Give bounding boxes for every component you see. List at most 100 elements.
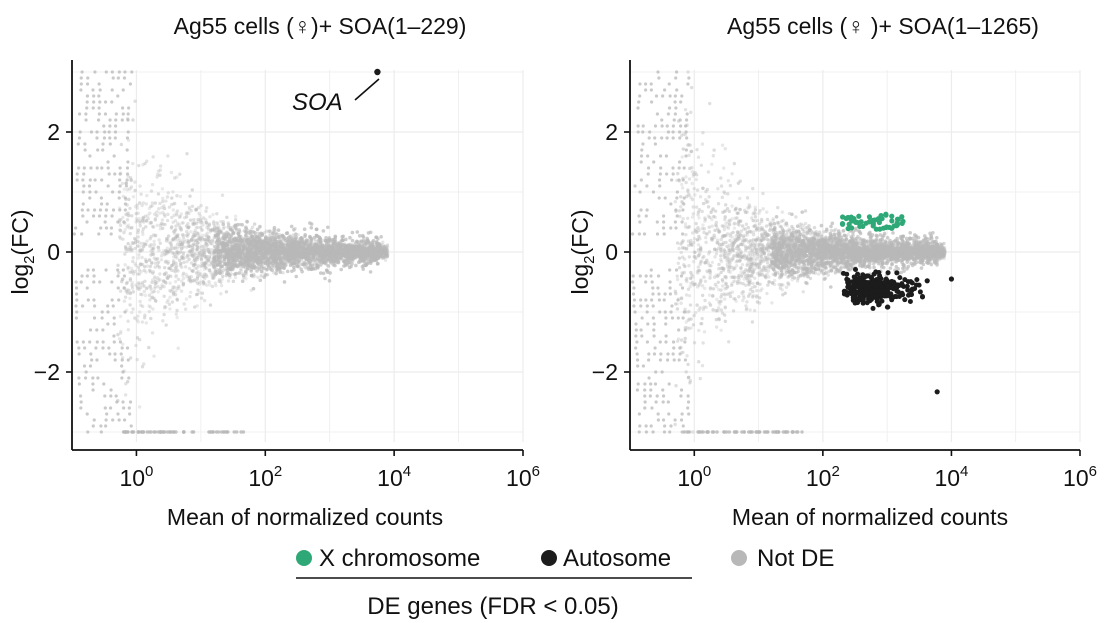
not-de-point (97, 112, 101, 116)
not-de-point (662, 220, 666, 224)
not-de-point (658, 172, 662, 176)
not-de-point (173, 245, 178, 249)
not-de-point (152, 256, 156, 260)
not-de-point (142, 284, 146, 288)
not-de-point (643, 406, 647, 410)
not-de-point (175, 194, 179, 198)
not-de-point (634, 328, 638, 332)
not-de-point (163, 222, 167, 227)
not-de-point (167, 240, 172, 245)
not-de-point (100, 166, 104, 170)
not-de-point (343, 263, 348, 268)
not-de-point (196, 225, 200, 230)
not-de-point (193, 252, 197, 257)
not-de-point (139, 270, 143, 274)
not-de-point (140, 320, 145, 324)
not-de-point (122, 406, 126, 410)
not-de-point (177, 258, 182, 262)
not-de-point (112, 334, 116, 338)
not-de-point (676, 316, 680, 320)
panel-left-not-de-points (72, 70, 390, 434)
not-de-point (122, 418, 127, 422)
not-de-point (636, 382, 640, 386)
not-de-point (314, 253, 319, 258)
not-de-point (217, 279, 221, 284)
not-de-point (80, 274, 84, 278)
not-de-point (151, 307, 155, 311)
panel-left-y-ticks: 20−2 (34, 119, 72, 385)
not-de-point (92, 274, 96, 278)
not-de-point (222, 430, 226, 434)
not-de-point (117, 206, 122, 210)
not-de-point (237, 234, 242, 239)
not-de-point (147, 309, 152, 314)
not-de-point (661, 400, 665, 404)
not-de-point (128, 412, 132, 416)
not-de-point (272, 225, 277, 230)
not-de-point (667, 106, 672, 110)
not-de-point (110, 298, 114, 302)
not-de-point (144, 242, 148, 247)
not-de-point (123, 208, 127, 212)
not-de-point (675, 214, 679, 218)
not-de-point (110, 88, 114, 92)
not-de-point (119, 352, 123, 356)
not-de-point (644, 424, 648, 428)
not-de-point (647, 352, 651, 356)
not-de-point (656, 274, 661, 278)
not-de-point (671, 172, 675, 176)
not-de-point (112, 340, 116, 344)
not-de-point (644, 88, 648, 92)
not-de-point (79, 82, 83, 86)
not-de-point (227, 273, 232, 278)
not-de-point (169, 430, 174, 434)
not-de-point (171, 251, 175, 255)
not-de-point (89, 166, 93, 170)
not-de-point (95, 340, 99, 344)
not-de-point (157, 207, 161, 211)
not-de-point (221, 274, 225, 278)
not-de-point (74, 280, 78, 284)
not-de-point (639, 304, 643, 308)
not-de-point (673, 220, 677, 224)
not-de-point (202, 280, 206, 285)
not-de-point (354, 263, 358, 268)
not-de-point (153, 279, 157, 284)
not-de-point (130, 430, 134, 434)
not-de-point (118, 184, 122, 188)
not-de-point (271, 263, 275, 268)
not-de-point (162, 206, 167, 211)
not-de-point (190, 204, 195, 208)
not-de-point (167, 205, 172, 209)
not-de-point (235, 430, 239, 434)
not-de-point (671, 136, 675, 140)
not-de-point (136, 272, 140, 276)
not-de-point (257, 267, 262, 271)
not-de-point (187, 207, 192, 211)
not-de-point (379, 235, 383, 239)
not-de-point (278, 270, 283, 275)
not-de-point (133, 204, 138, 209)
not-de-point (136, 286, 140, 291)
not-de-point (156, 169, 161, 173)
not-de-point (124, 308, 129, 312)
not-de-point (158, 241, 163, 245)
not-de-point (80, 208, 84, 212)
not-de-point (141, 215, 145, 220)
not-de-point (264, 245, 268, 250)
not-de-point (79, 76, 83, 80)
panel-left: Ag55 cells (♀)+ SOA(1–229) 20−2 100 102 10… (7, 13, 540, 530)
not-de-point (184, 233, 189, 237)
not-de-point (125, 178, 129, 182)
not-de-point (109, 226, 114, 230)
not-de-point (644, 214, 648, 218)
not-de-point (121, 194, 126, 199)
not-de-point (91, 376, 95, 380)
not-de-point (195, 231, 199, 235)
not-de-point (230, 228, 235, 233)
not-de-point (661, 418, 666, 422)
not-de-point (675, 88, 679, 92)
not-de-point (92, 316, 97, 320)
not-de-point (139, 192, 143, 196)
not-de-point (116, 274, 120, 278)
